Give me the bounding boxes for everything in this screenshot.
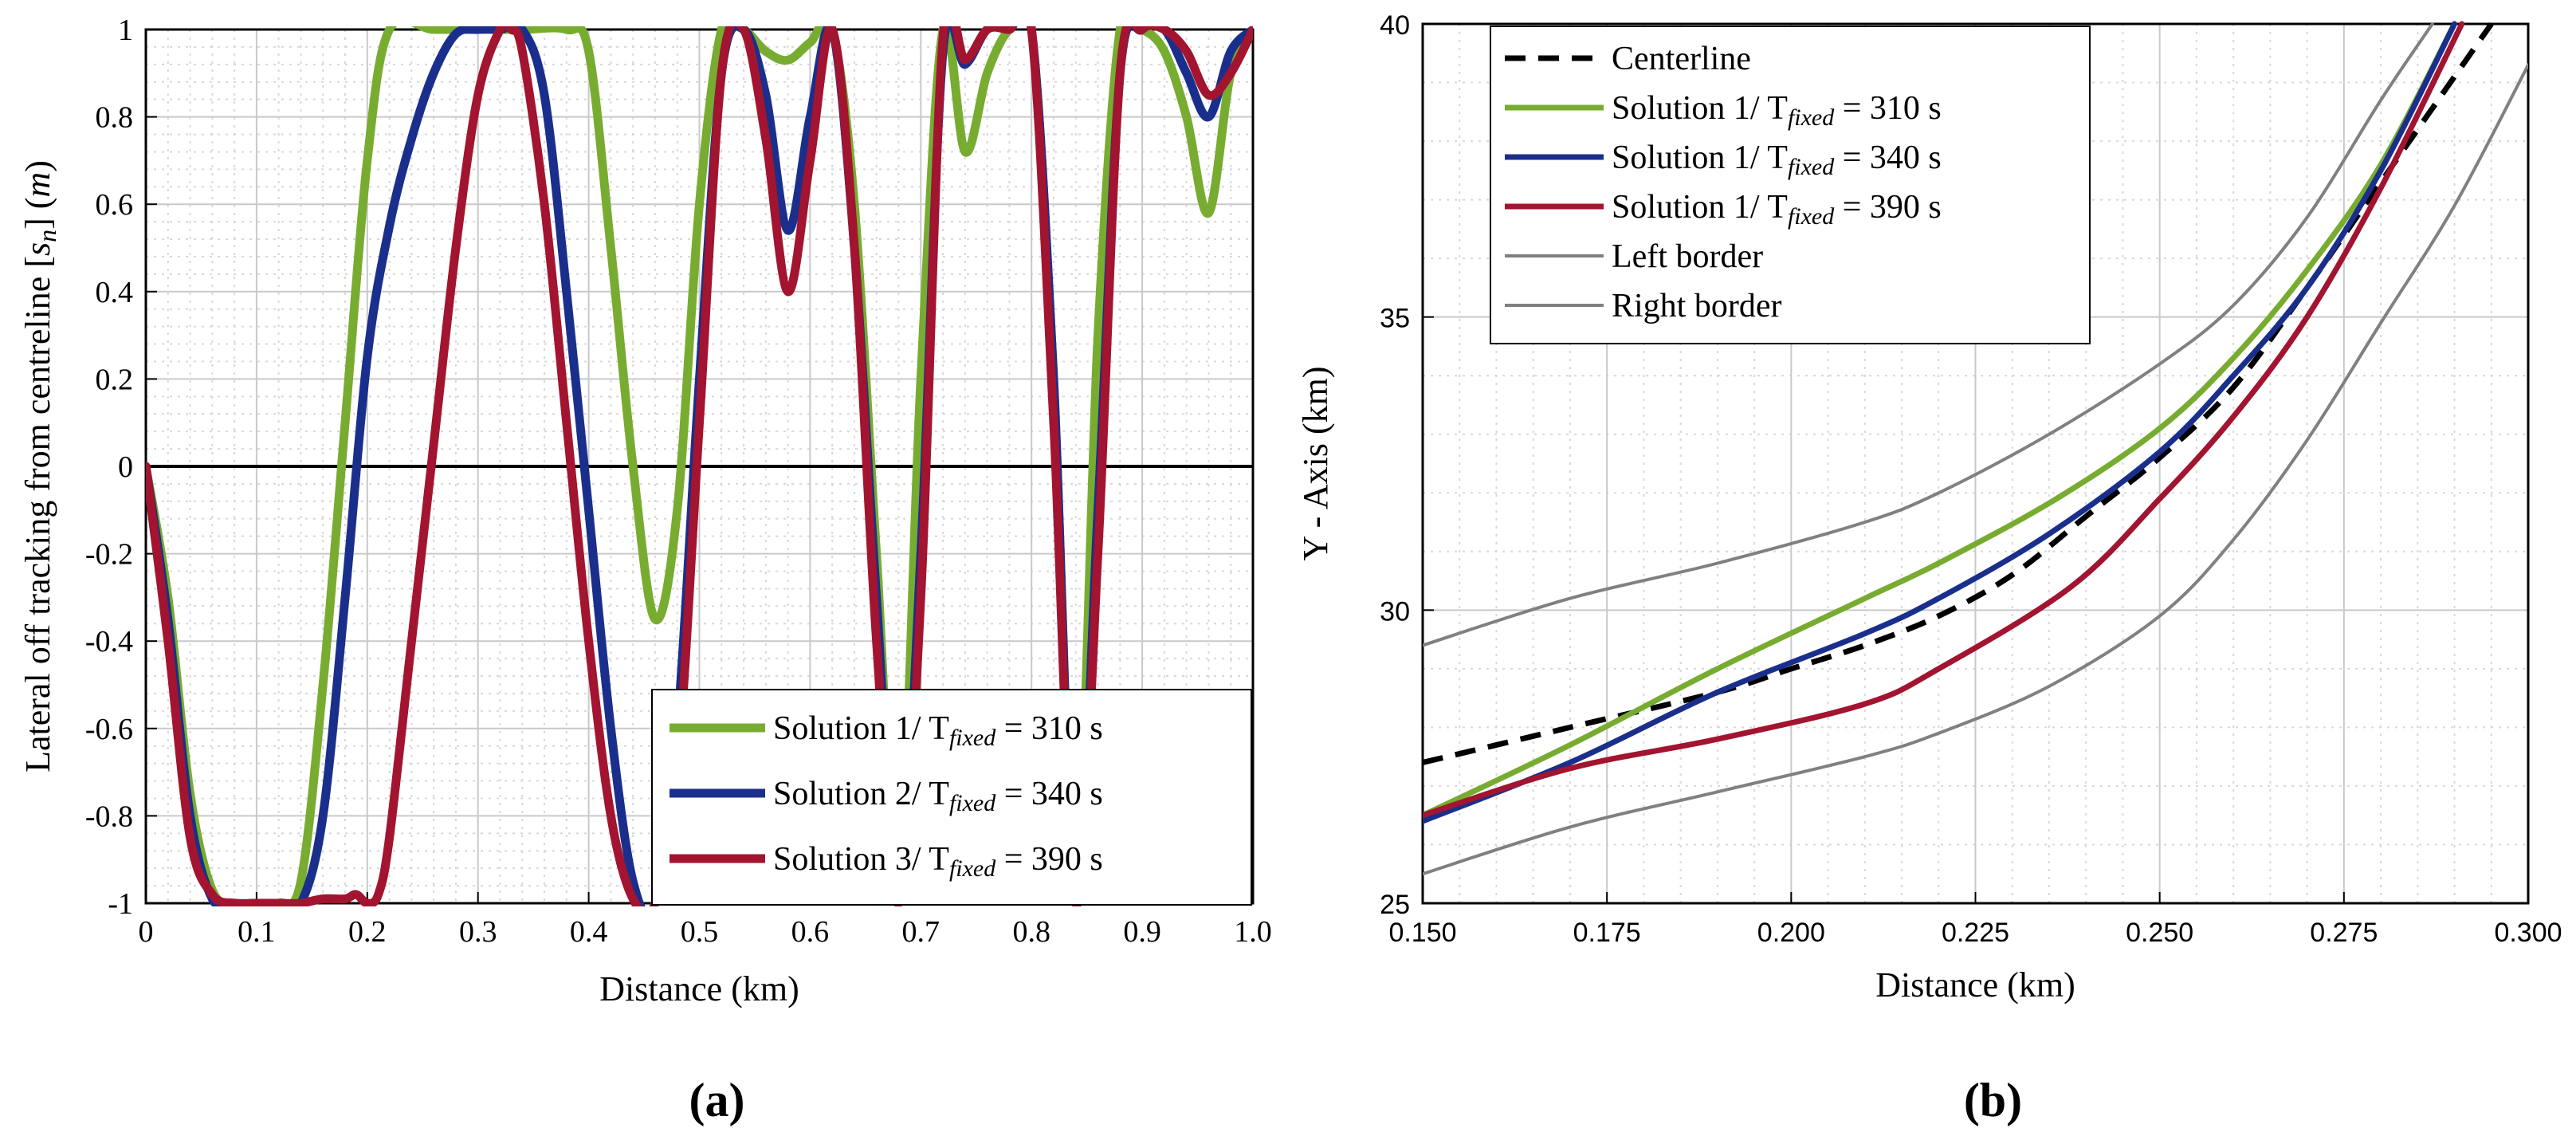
x-tick-label: 0.175 xyxy=(1573,918,1641,948)
x-tick-label: 0.9 xyxy=(1123,915,1161,949)
y-tick-label: -1 xyxy=(108,887,133,921)
x-tick-label: 0.5 xyxy=(681,915,719,949)
x-tick-label: 0.7 xyxy=(902,915,940,949)
panel-label-b: (b) xyxy=(1964,1074,2022,1126)
chart-a-ticks: 0 0.1 0.2 0.3 0.4 0.5 0.6 0.7 0.8 0.9 1.0 1 0.8 0.6 0.… xyxy=(85,14,1272,949)
legend-label: Solution 1/ Tfixed = 310 s xyxy=(1612,90,1942,131)
legend-label: Solution 1/ Tfixed = 340 s xyxy=(1612,140,1942,180)
y-tick-label: 35 xyxy=(1380,304,1410,334)
y-tick-label: -0.8 xyxy=(85,800,133,833)
y-tick-label: -0.2 xyxy=(85,538,133,572)
series-line-4 xyxy=(1423,21,2465,819)
x-tick-label: 0.300 xyxy=(2494,918,2562,948)
chart-b-x-axis-label: Distance (km) xyxy=(1875,965,2075,1004)
x-tick-label: 1.0 xyxy=(1234,915,1272,949)
x-tick-label: 0.200 xyxy=(1757,918,1825,948)
series-line-1 xyxy=(1423,22,2494,765)
y-tick-label: -0.4 xyxy=(85,625,133,658)
legend-label: Left border xyxy=(1612,238,1763,275)
series-line-2 xyxy=(1423,21,2457,819)
series-line-6 xyxy=(1423,63,2528,876)
chart-a-legend: Solution 1/ Tfixed = 310 s Solution 2/ Tf… xyxy=(651,689,1252,906)
x-tick-label: 0.225 xyxy=(1942,918,2009,948)
legend-label: Right border xyxy=(1612,288,1781,324)
panel-label-a: (a) xyxy=(689,1074,745,1126)
x-tick-label: 0.8 xyxy=(1012,915,1050,949)
x-tick-label: 0.3 xyxy=(459,915,497,949)
x-tick-label: 0.250 xyxy=(2126,918,2193,948)
chart-b-ticks: 0.150 0.175 0.200 0.225 0.250 0.275 0.300 40 35 3… xyxy=(1380,10,2562,948)
x-tick-label: 0 xyxy=(139,915,154,949)
series-line-3 xyxy=(1423,21,2457,824)
chart-a-y-axis-label: Lateral off tracking from centreline [sn… xyxy=(18,160,61,772)
chart-b: 0.150 0.175 0.200 0.225 0.250 0.275 0.300 40 35 3… xyxy=(1296,10,2562,1126)
y-tick-label: 30 xyxy=(1380,596,1410,627)
legend-label: Solution 3/ Tfixed = 390 s xyxy=(773,841,1103,882)
x-tick-label: 0.4 xyxy=(570,915,608,949)
y-tick-label: 0.4 xyxy=(96,276,134,309)
series-line-3 xyxy=(146,26,1253,906)
y-tick-label: 0.8 xyxy=(96,101,134,135)
legend-label: Solution 2/ Tfixed = 340 s xyxy=(773,776,1103,816)
y-tick-label: 25 xyxy=(1380,890,1410,920)
legend-box xyxy=(1490,26,2091,344)
y-tick-label: 0.2 xyxy=(96,363,134,396)
chart-b-legend: Centerline Solution 1/ Tfixed = 310 s Solu… xyxy=(1490,26,2091,344)
x-tick-label: 0.2 xyxy=(348,915,387,949)
x-tick-label: 0.275 xyxy=(2310,918,2378,948)
chart-b-series xyxy=(1423,21,2528,876)
x-tick-label: 0.150 xyxy=(1388,918,1456,948)
legend-label: Solution 1/ Tfixed = 390 s xyxy=(1612,189,1942,230)
y-tick-label: -0.6 xyxy=(85,713,133,746)
y-tick-label: 40 xyxy=(1380,10,1410,41)
y-tick-label: 1 xyxy=(118,14,133,47)
x-tick-label: 0.6 xyxy=(791,915,830,949)
chart-b-y-axis-label: Y - Axis (km) xyxy=(1296,366,1335,560)
chart-a-x-axis-label: Distance (km) xyxy=(599,969,799,1008)
x-tick-label: 0.1 xyxy=(238,915,276,949)
legend-label: Solution 1/ Tfixed = 310 s xyxy=(773,710,1103,751)
chart-a: 0 0.1 0.2 0.3 0.4 0.5 0.6 0.7 0.8 0.9 1.0 1 0.8 0.6 0.… xyxy=(18,14,1272,1126)
series-line-5 xyxy=(1423,22,2434,647)
y-tick-label: 0 xyxy=(118,450,133,484)
legend-label: Centerline xyxy=(1612,41,1751,77)
y-tick-label: 0.6 xyxy=(96,188,134,222)
